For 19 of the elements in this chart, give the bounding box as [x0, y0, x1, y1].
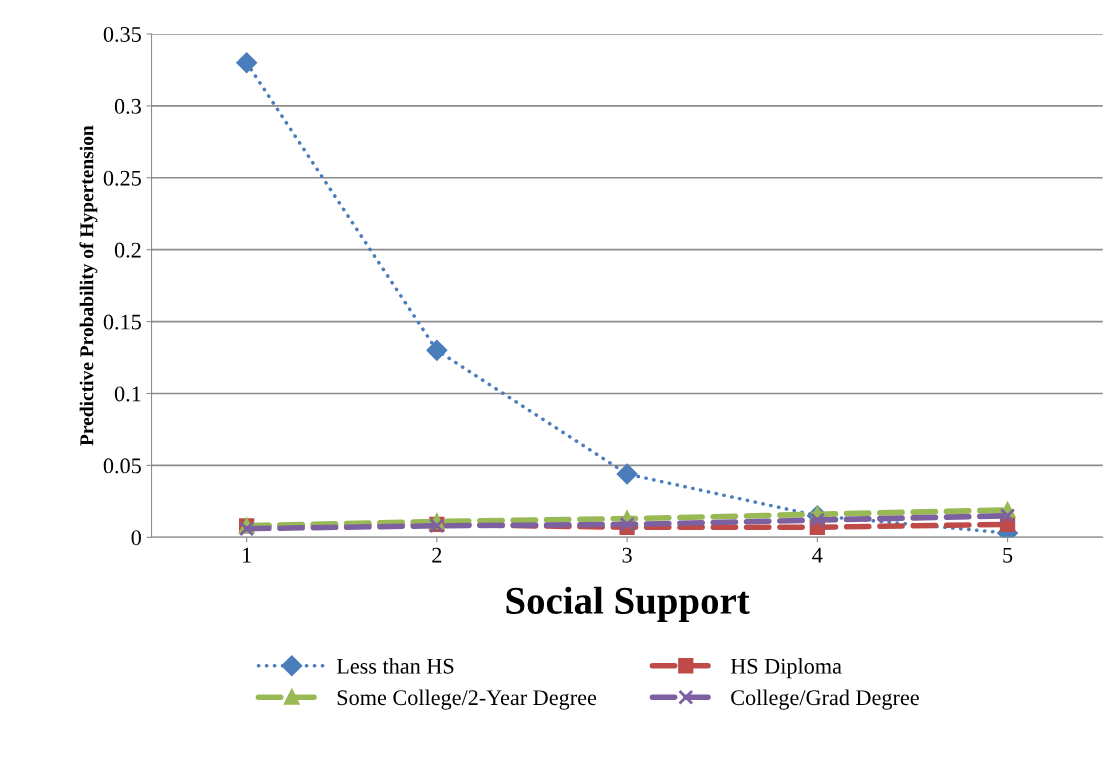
- x-axis-title: Social Support: [506, 586, 750, 622]
- y-axis-title: Predictive Probability of Hypertension: [79, 125, 98, 446]
- y-tick-label: 0.05: [103, 458, 141, 474]
- legend-label: Less than HS: [336, 658, 454, 674]
- y-tick-label: 0.35: [103, 26, 141, 42]
- y-tick-label: 0.25: [103, 170, 141, 186]
- y-tick-label: 0.1: [114, 386, 141, 402]
- legend-label: HS Diploma: [730, 658, 842, 679]
- x-tick-label: 3: [622, 547, 632, 563]
- x-tick-label: 5: [1003, 547, 1013, 563]
- x-tick-label: 4: [812, 547, 823, 563]
- y-tick-label: 0.2: [114, 242, 141, 258]
- x-tick-label: 2: [432, 547, 442, 563]
- legend-label: Some College/2-Year Degree: [337, 689, 597, 710]
- y-tick-label: 0.3: [114, 98, 141, 114]
- y-tick-label: 0: [131, 530, 141, 546]
- y-tick-label: 0.15: [103, 314, 141, 330]
- legend-label: College/Grad Degree: [731, 689, 919, 710]
- x-tick-label: 1: [243, 547, 251, 563]
